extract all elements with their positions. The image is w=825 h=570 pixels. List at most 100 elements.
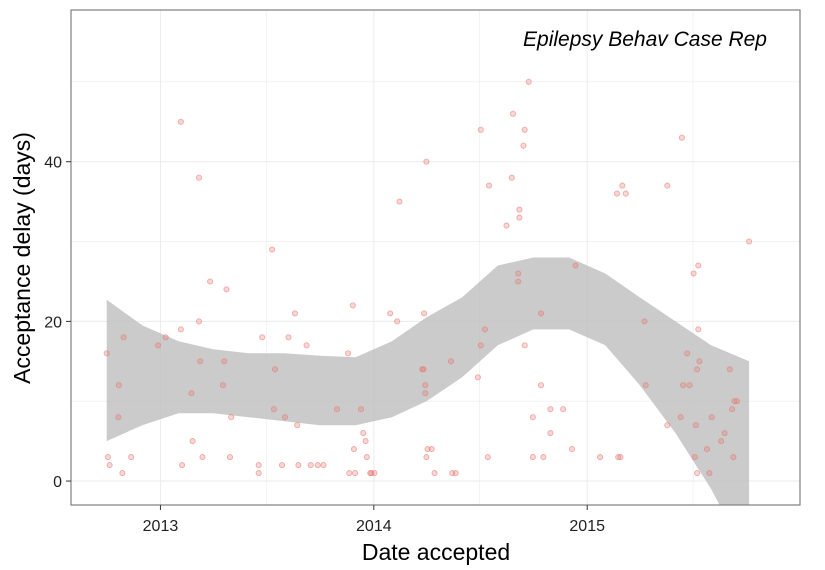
data-point [515,278,522,285]
data-point [352,470,359,477]
data-point [363,454,370,461]
y-axis-ticks: 0 20 40 [44,155,71,491]
data-point [525,78,532,85]
data-point [721,430,728,437]
data-point [694,366,701,373]
x-axis-ticks: 2013 2014 2015 [143,505,605,535]
data-point [115,382,122,389]
data-point [521,342,528,349]
data-point [726,366,733,373]
smooth-band-layer [106,257,750,505]
data-point [421,310,428,317]
data-point [474,374,481,381]
y-tick-label: 40 [44,155,62,172]
chart-annotation: Epilepsy Behav Case Rep [523,28,767,51]
data-point [346,470,353,477]
data-point [509,110,517,117]
data-point [314,462,321,469]
data-point [664,422,671,429]
data-point [396,198,403,205]
x-tick-label: 2013 [143,518,179,535]
data-point [641,318,648,325]
data-point [540,454,547,461]
data-point [613,190,621,197]
data-point [477,342,484,349]
data-point [718,438,725,445]
data-point [420,366,427,373]
data-point [197,358,204,365]
data-point [357,406,365,413]
data-point [128,454,135,461]
data-point [259,334,266,341]
data-point [537,382,545,389]
data-point [477,126,484,133]
data-point [691,454,698,461]
data-point [422,390,429,397]
data-point [294,422,301,429]
data-point [452,470,459,477]
data-point [560,406,567,413]
data-point [285,334,292,341]
data-point [360,430,367,437]
x-axis-title: Date accepted [362,539,510,565]
data-point [307,462,314,469]
data-point [572,262,579,269]
x-tick-label: 2014 [356,518,392,535]
data-point [695,262,702,269]
data-point [271,366,279,373]
data-point [350,446,357,453]
data-point [680,382,687,389]
data-point [521,126,528,133]
data-point [547,406,554,413]
points-layer [103,78,753,477]
data-point [422,382,429,389]
data-point [537,310,545,317]
data-point [189,438,196,445]
data-point [447,358,455,365]
data-point [103,350,110,357]
data-point [119,470,126,477]
data-point [515,270,522,277]
data-point [730,454,737,461]
data-point [729,406,736,413]
data-point [484,454,491,461]
data-point [303,342,310,349]
panel-border [70,9,801,506]
data-point [106,462,113,469]
data-point [394,318,401,325]
y-tick-label: 0 [53,474,62,491]
data-point [622,190,629,197]
data-point [746,238,753,245]
data-point [690,270,697,277]
data-point [568,446,576,453]
data-point [733,398,740,405]
data-point [529,414,536,421]
data-point [516,206,523,213]
data-point [295,462,302,469]
data-point [424,446,431,453]
data-point [508,174,515,181]
data-point [195,174,203,181]
data-point [177,326,184,333]
data-point [529,454,536,461]
data-point [120,334,127,341]
data-point [664,182,671,189]
data-point [345,350,352,357]
data-point [195,318,203,325]
data-point [255,470,262,477]
data-point [617,454,624,461]
data-point [255,462,262,469]
data-point [686,382,693,389]
data-point [162,334,169,341]
data-point [223,286,230,293]
y-axis-title: Acceptance delay (days) [9,132,35,384]
data-point [703,446,711,453]
data-point [188,390,195,397]
smooth-confidence-band [106,257,750,505]
data-point [177,118,184,125]
data-point [516,214,523,221]
data-point [619,182,626,189]
data-point [207,278,214,285]
data-point [219,382,227,389]
